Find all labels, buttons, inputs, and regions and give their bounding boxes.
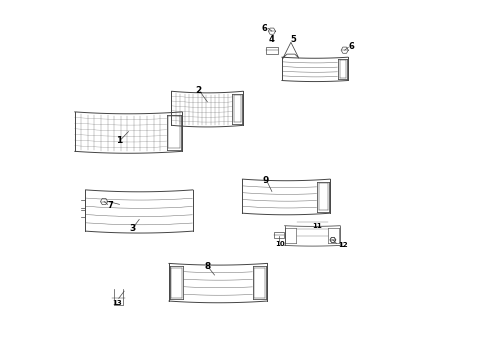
Text: 6: 6 [349,42,355,51]
Text: 8: 8 [204,262,211,271]
Text: 9: 9 [262,176,269,185]
Text: 4: 4 [269,35,275,44]
Text: 5: 5 [291,35,297,44]
Text: 10: 10 [275,241,285,247]
Text: 1: 1 [116,136,122,145]
Text: 3: 3 [129,224,135,233]
Text: 2: 2 [195,86,201,95]
Text: 7: 7 [108,201,113,210]
Text: 6: 6 [261,24,267,33]
Text: 12: 12 [338,242,348,248]
Text: 13: 13 [112,300,122,306]
Text: 11: 11 [312,223,321,229]
